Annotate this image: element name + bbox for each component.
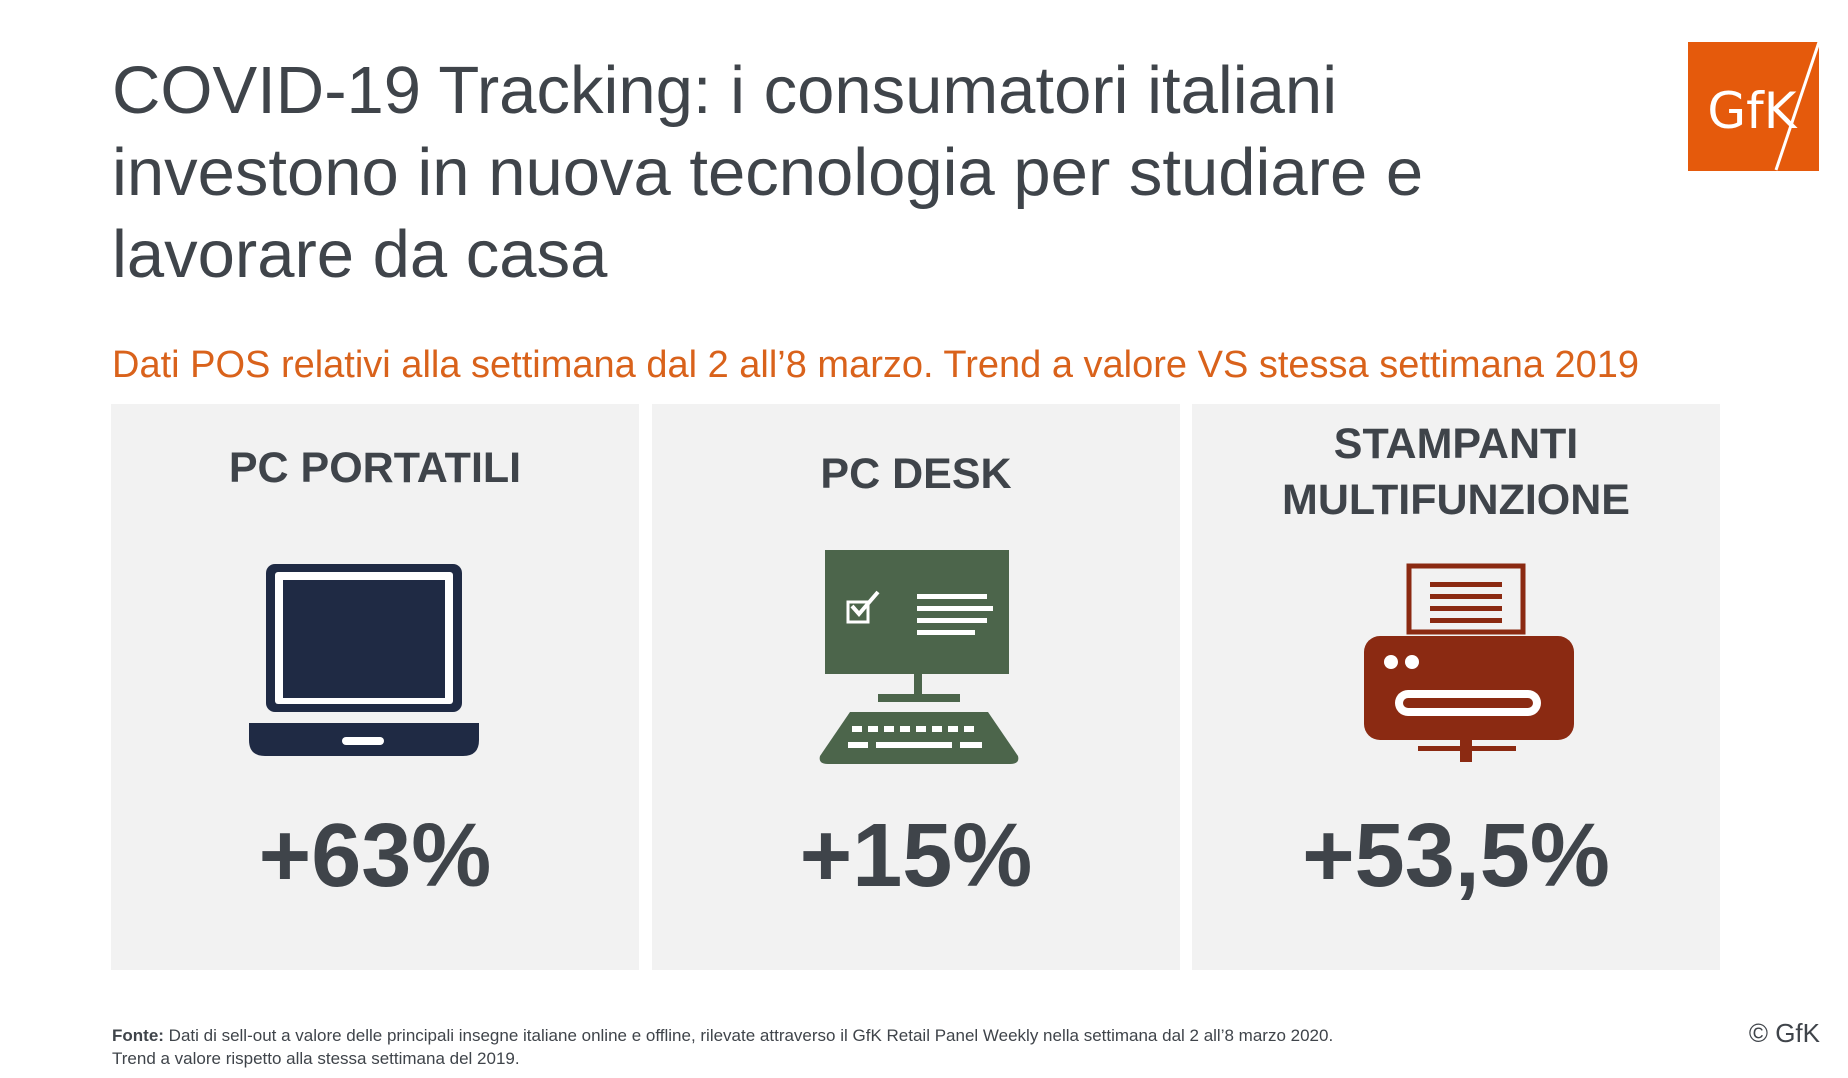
- gfk-logo: GfK: [1688, 42, 1819, 171]
- gfk-logo-mark: GfK: [1707, 42, 1819, 171]
- source-note-line-2: Trend a valore rispetto alla stessa sett…: [112, 1049, 520, 1068]
- source-note-text: Dati di sell-out a valore delle principa…: [163, 1026, 1334, 1045]
- copyright: © GfK: [1748, 1018, 1820, 1048]
- subtitle: Dati POS relativi alla settimana dal 2 a…: [112, 344, 1640, 386]
- panel-heading: PC PORTATILI: [228, 444, 522, 492]
- page-title: COVID-19 Tracking: i consumatori italian…: [112, 50, 1492, 296]
- panel-value: +53,5%: [1302, 806, 1610, 906]
- gfk-logo-text: GfK: [1707, 82, 1797, 140]
- panel-heading: PC DESK: [820, 450, 1012, 498]
- page-title-strong: COVID-19 Tracking: [112, 53, 693, 128]
- panel-pc-portatili: PC PORTATILI +63%: [111, 404, 639, 970]
- page-title-rest: : i consumatori italiani investono in nu…: [112, 53, 1424, 292]
- panel-value: +15%: [799, 806, 1033, 906]
- source-note-label: Fonte:: [112, 1026, 164, 1045]
- printer-icon: [1364, 563, 1574, 762]
- desktop-computer-icon: [819, 550, 1019, 764]
- source-note-line-1: Fonte: Dati di sell-out a valore delle p…: [112, 1024, 1333, 1047]
- panel-heading: STAMPANTI MULTIFUNZIONE: [1282, 420, 1630, 524]
- panel-stampanti-multifunzione: STAMPANTI MULTIFUNZIONE +53,5%: [1192, 404, 1720, 970]
- panel-pc-desk: PC DESK +15%: [652, 404, 1180, 970]
- panel-value: +63%: [258, 806, 492, 906]
- source-note: Fonte: Dati di sell-out a valore delle p…: [112, 1024, 1333, 1070]
- laptop-icon: [249, 564, 479, 756]
